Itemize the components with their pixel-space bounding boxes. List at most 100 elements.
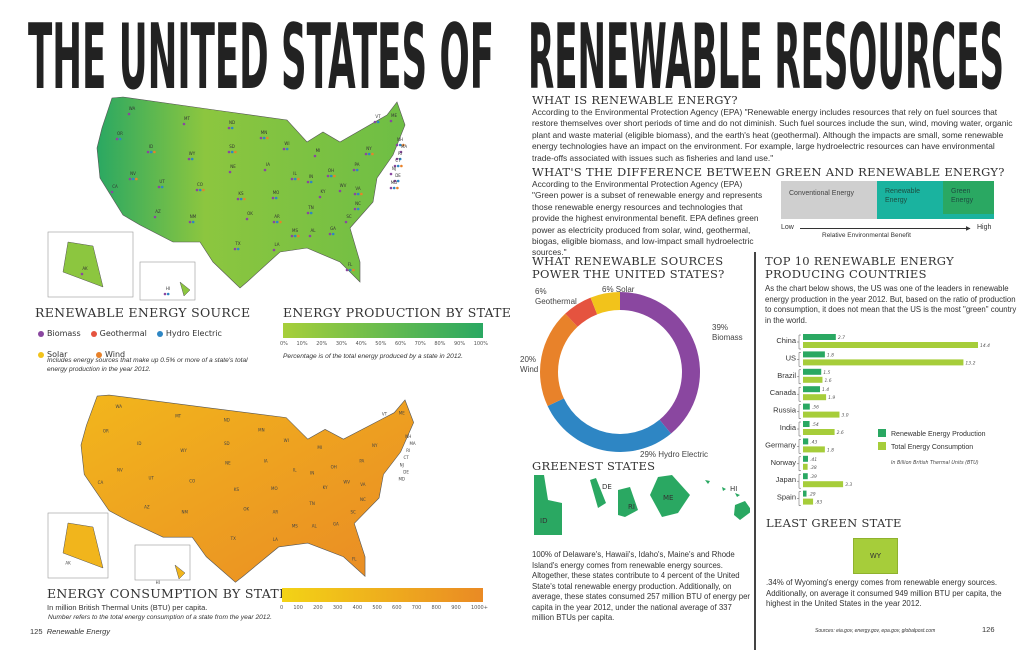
donut-label: 6% Geothermal (535, 287, 577, 306)
bracket (797, 421, 801, 437)
state-label-ny: NY (366, 146, 372, 151)
source-dot-icon (333, 174, 336, 178)
state-label-nv: NV (130, 171, 136, 176)
source-dot-icon (396, 186, 399, 190)
legend-dot-icon (90, 330, 97, 337)
bar-value-label: 1.9 (828, 395, 835, 401)
source-dot-icon (128, 177, 132, 181)
state-label-id: ID (149, 144, 153, 149)
unit-note: In Billion British Thermal Units (BTU) (891, 460, 979, 466)
bar-consumption (803, 446, 825, 453)
source-dot-icon (118, 137, 122, 141)
bar-production (803, 351, 825, 358)
source-dot-icon (389, 186, 393, 190)
production-scale-note: Percentage is of the total energy produc… (283, 353, 463, 360)
sources-heading: WHAT RENEWABLE SOURCES POWER THE UNITED … (532, 254, 725, 281)
bar-value-label: .29 (809, 492, 816, 498)
legend-item-geothermal: Geothermal (90, 326, 147, 342)
state-label-consumption-tx: TX (230, 536, 236, 541)
source-dot-icon (297, 177, 300, 181)
source-dot-icon (393, 164, 397, 168)
source-dot-icon (308, 234, 312, 238)
bar-consumption (803, 411, 840, 418)
source-dot-icon (230, 150, 234, 154)
legend-label: Biomass (47, 329, 81, 338)
title-left-wrapper: THE UNITED STATES OF (28, 16, 494, 94)
source-dot-icon (293, 177, 297, 181)
state-label-tx: TX (234, 241, 240, 246)
source-dot-icon (115, 137, 119, 141)
source-dot-icon (328, 232, 332, 236)
legend-dot-icon (156, 330, 163, 337)
state-label-pa: PA (355, 162, 360, 167)
source-dot-icon (271, 196, 275, 200)
source-dot-icon (371, 152, 374, 156)
bar-value-label: 13.2 (965, 360, 975, 366)
consumption-scale-ticks: 0 100 200 300 400 500 600 700 800 900 1000+ (280, 605, 488, 611)
state-label-consumption-sd: SD (224, 441, 230, 446)
source-dot-icon (80, 272, 84, 276)
source-dot-icon (356, 192, 360, 196)
state-label-consumption-mi: MI (317, 445, 322, 450)
category-label: China (776, 336, 796, 345)
bracket (797, 352, 801, 367)
state-label-consumption-mn: MN (258, 427, 264, 432)
source-dot-icon (353, 192, 357, 196)
category-label: Spain (777, 493, 796, 502)
scale-tick: 0% (280, 341, 288, 347)
state-label-consumption-va: VA (360, 482, 365, 487)
title-right-wrapper: RENEWABLE RESOURCES (528, 16, 1004, 94)
category-label: Brazil (777, 371, 796, 380)
source-dot-icon (182, 122, 186, 126)
state-label-nh: NH (397, 137, 403, 142)
bar-production (803, 403, 810, 410)
state-label-consumption-ak: AK (65, 561, 71, 566)
bar-production (803, 490, 807, 497)
bar-consumption (803, 463, 808, 470)
page-number-left: 125 (30, 627, 43, 636)
category-label: Russia (773, 406, 797, 415)
scale-tick: 60% (394, 341, 407, 347)
category-label: Canada (770, 388, 797, 397)
source-dot-icon (389, 172, 393, 176)
state-label-consumption-ca: CA (98, 480, 104, 485)
bar-production (803, 438, 809, 445)
state-label-ut: UT (159, 179, 165, 184)
bracket (797, 456, 801, 472)
state-label-consumption-ut: UT (149, 475, 155, 480)
source-dot-icon (400, 164, 403, 168)
state-label-az: AZ (155, 209, 161, 214)
source-dot-icon (239, 197, 243, 201)
bar-value-label: .54 (812, 422, 819, 428)
source-dot-icon (153, 215, 157, 219)
source-dot-icon (364, 152, 368, 156)
source-dot-icon (157, 185, 161, 189)
legend-item-hydro-electric: Hydro Electric (156, 326, 222, 342)
scale-tick: 0 (280, 605, 284, 611)
source-dot-icon (227, 150, 231, 154)
state-label-de: DE (395, 173, 401, 178)
source-legend: Biomass Geothermal Hydro Electric Solar Wind (38, 321, 258, 363)
greenest-body: 100% of Delaware's, Hawaii's, Idaho's, M… (532, 550, 750, 622)
source-dot-icon (195, 188, 199, 192)
benefit-scale: Conventional Energy Renewable Energy Gre… (781, 181, 994, 219)
source-dot-icon (243, 197, 246, 201)
source-dot-icon (227, 126, 231, 130)
source-dot-icon (367, 152, 371, 156)
state-shape-id (534, 475, 562, 535)
bar-consumption (803, 498, 814, 505)
state-label-consumption-me: ME (399, 411, 405, 416)
state-label-wa: WA (129, 106, 136, 111)
benefit-arrow (800, 228, 970, 229)
source-dot-icon (297, 234, 300, 238)
state-label-consumption-ky: KY (323, 485, 328, 490)
state-label-ok: OK (247, 211, 253, 216)
donut-label: 29% Hydro Electric (640, 450, 708, 459)
greenest-heading: GREENEST STATES (532, 459, 656, 473)
bar-value-label: 1.4 (822, 387, 829, 393)
state-label-al: AL (311, 228, 317, 233)
bar-value-label: .41 (810, 457, 817, 463)
state-label-consumption-ks: KS (234, 487, 240, 492)
bracket (797, 473, 801, 489)
state-label-me: ME (663, 494, 673, 502)
